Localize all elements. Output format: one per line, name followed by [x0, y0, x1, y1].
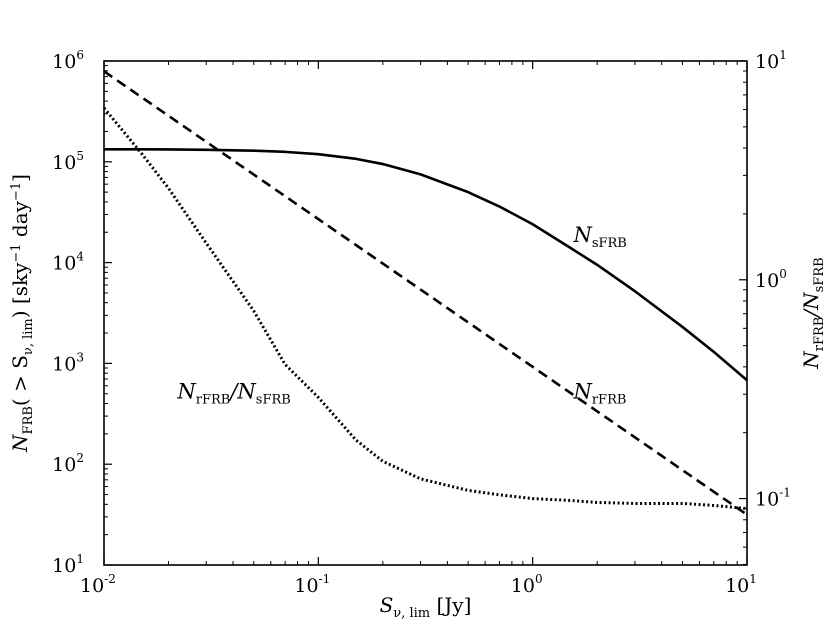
plot-frame [103, 60, 748, 566]
annotation-ann_sfrb: NsFRB [572, 223, 626, 251]
series-line-sFRB [104, 148, 748, 382]
annotations: NsFRB NrFRB NrFRB/NsFRB [176, 223, 626, 407]
y-tick-label: 104 [52, 250, 84, 275]
y-axis-title: NFRB( > Sν, lim) [sky−1 day−1] [8, 174, 36, 453]
annotation-ann_rfrb: NrFRB [572, 379, 626, 407]
tick-labels: 10-2 10-1 100 101 101 102 103 104 105 106 10-1 100 1… [52, 48, 791, 597]
ticks [103, 60, 748, 566]
annotation-ann_ratio: NrFRB/NsFRB [176, 379, 290, 407]
x-tick-label: 100 [511, 572, 543, 597]
series-layer [102, 70, 748, 516]
series-line-rFRB [103, 70, 748, 516]
x-tick-label: 101 [725, 572, 757, 597]
x-tick-label: 10-1 [294, 572, 330, 597]
x-tick-label: 10-2 [80, 572, 116, 597]
y2-tick-label: 101 [755, 48, 787, 73]
y2-axis-title: NrFRB/NsFRB [799, 257, 827, 369]
y2-tick-label: 100 [755, 267, 787, 292]
axis-titles: Sν, lim [Jy] NFRB( > Sν, lim) [sky−1 day−… [8, 174, 827, 621]
y2-tick-label: 10-1 [755, 486, 791, 511]
y-tick-label: 102 [52, 451, 84, 476]
x-axis-title: Sν, lim [Jy] [380, 593, 472, 621]
plot-area [103, 60, 748, 566]
y-tick-label: 106 [52, 48, 84, 73]
y-tick-label: 103 [52, 350, 84, 375]
y-tick-label: 101 [52, 552, 84, 577]
y-tick-label: 105 [52, 149, 84, 174]
